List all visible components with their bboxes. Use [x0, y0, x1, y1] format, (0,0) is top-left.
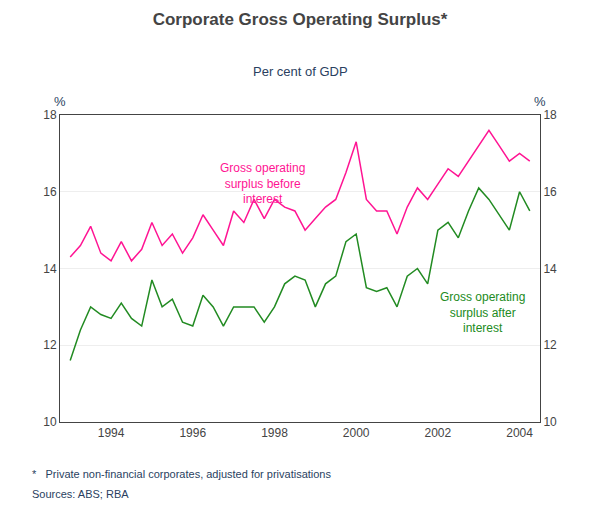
svg-text:12: 12 [543, 338, 557, 352]
svg-text:2000: 2000 [343, 426, 370, 440]
svg-text:2002: 2002 [425, 426, 452, 440]
svg-text:1998: 1998 [261, 426, 288, 440]
svg-text:2004: 2004 [506, 426, 533, 440]
svg-text:Gross operatingsurplus beforei: Gross operatingsurplus beforeinterest [220, 161, 305, 206]
svg-text:%: % [534, 94, 546, 109]
svg-text:Corporate Gross Operating Surp: Corporate Gross Operating Surplus* [153, 10, 448, 29]
svg-text:14: 14 [543, 262, 557, 276]
svg-text:18: 18 [43, 108, 57, 122]
svg-text:12: 12 [43, 338, 57, 352]
svg-text:16: 16 [43, 185, 57, 199]
svg-text:10: 10 [43, 415, 57, 429]
svg-text:10: 10 [543, 415, 557, 429]
svg-text:Sources: ABS; RBA: Sources: ABS; RBA [32, 488, 129, 500]
svg-text:* Private non-financial corp: * Private non-financial corporates, adju… [32, 468, 331, 480]
svg-text:Per cent of GDP: Per cent of GDP [253, 64, 348, 79]
svg-text:1994: 1994 [98, 426, 125, 440]
svg-text:18: 18 [543, 108, 557, 122]
svg-text:14: 14 [43, 262, 57, 276]
svg-text:16: 16 [543, 185, 557, 199]
svg-text:Gross operatingsurplus afterin: Gross operatingsurplus afterinterest [440, 290, 525, 335]
svg-text:1996: 1996 [179, 426, 206, 440]
svg-text:%: % [54, 94, 66, 109]
